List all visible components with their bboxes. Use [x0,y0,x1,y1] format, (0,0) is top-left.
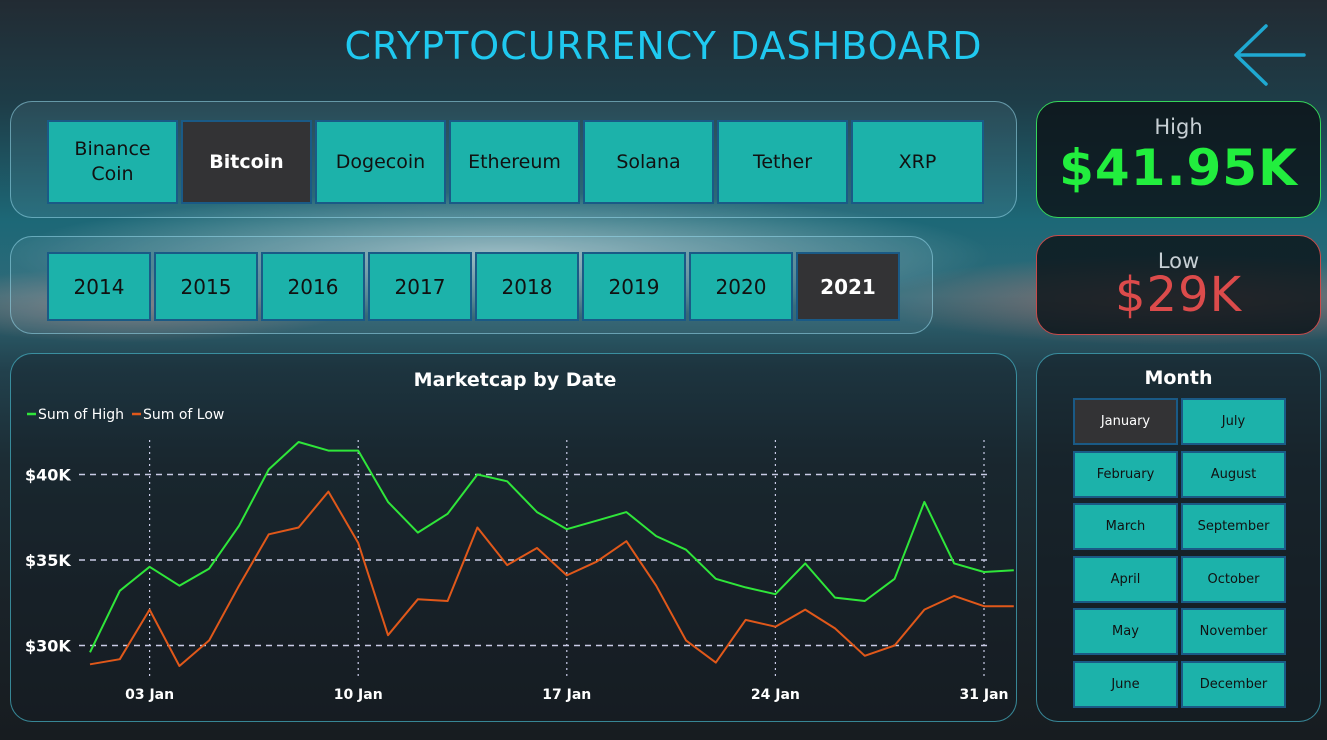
coin-button-solana[interactable]: Solana [583,120,714,204]
month-button-january[interactable]: January [1073,398,1178,445]
arrow-left-icon[interactable] [1230,22,1306,94]
year-button-2016[interactable]: 2016 [261,252,365,321]
high-label: High [1154,115,1203,139]
high-card: High $41.95K [1036,101,1321,218]
month-button-march[interactable]: March [1073,503,1178,551]
legend-item-sum-of-high: Sum of High [27,407,124,423]
month-button-december[interactable]: December [1181,661,1286,708]
high-value: $41.95K [1059,139,1298,197]
coin-button-binance-coin[interactable]: Binance Coin [47,120,178,204]
month-button-june[interactable]: June [1073,661,1178,708]
month-slicer-title: Month [1144,367,1213,389]
x-tick-label: 31 Jan [960,687,1009,703]
legend-label-sum-of-high: Sum of High [38,407,124,423]
month-button-may[interactable]: May [1073,608,1178,656]
x-tick-label: 24 Jan [751,687,800,703]
y-tick-label: $35K [25,551,71,570]
low-value: $29K [1114,267,1243,323]
legend-item-sum-of-low: Sum of Low [132,407,224,423]
month-button-november[interactable]: November [1181,608,1286,656]
marketcap-chart-panel: Marketcap by Date Sum of High Sum of Low … [10,353,1017,722]
page-title: CRYPTOCURRENCY DASHBOARD [344,24,983,68]
x-tick-label: 17 Jan [542,687,591,703]
low-card: Low $29K [1036,235,1321,335]
series-line-sum-of-high [89,441,1014,653]
year-button-2014[interactable]: 2014 [47,252,151,321]
year-button-2021[interactable]: 2021 [796,252,900,321]
coin-button-dogecoin[interactable]: Dogecoin [315,120,446,204]
month-button-august[interactable]: August [1181,450,1286,498]
month-button-july[interactable]: July [1181,398,1286,445]
coin-slicer: Binance Coin Bitcoin Dogecoin Ethereum Solan… [10,101,1017,218]
year-button-2017[interactable]: 2017 [368,252,472,321]
y-tick-label: $40K [25,466,71,485]
x-tick-label: 10 Jan [334,687,383,703]
month-button-february[interactable]: February [1073,450,1178,498]
month-button-april[interactable]: April [1073,555,1178,603]
month-button-september[interactable]: September [1181,503,1286,551]
year-slicer: 2014 2015 2016 2017 2018 2019 2020 2021 [10,236,933,334]
coin-button-xrp[interactable]: XRP [851,120,984,204]
month-slicer: Month January July February August March Sept… [1036,353,1321,722]
coin-button-tether[interactable]: Tether [717,120,848,204]
y-tick-label: $30K [25,637,71,656]
coin-button-bitcoin[interactable]: Bitcoin [181,120,312,204]
year-button-2018[interactable]: 2018 [475,252,579,321]
low-label: Low [1157,249,1200,273]
series-line-sum-of-low [89,490,1014,667]
year-button-2020[interactable]: 2020 [689,252,793,321]
marketcap-line-chart: Marketcap by Date Sum of High Sum of Low … [25,369,1014,703]
legend-label-sum-of-low: Sum of Low [143,407,224,423]
chart-title: Marketcap by Date [414,369,617,391]
coin-button-ethereum[interactable]: Ethereum [449,120,580,204]
x-tick-label: 03 Jan [125,687,174,703]
month-button-october[interactable]: October [1181,555,1286,603]
year-button-2015[interactable]: 2015 [154,252,258,321]
year-button-2019[interactable]: 2019 [582,252,686,321]
